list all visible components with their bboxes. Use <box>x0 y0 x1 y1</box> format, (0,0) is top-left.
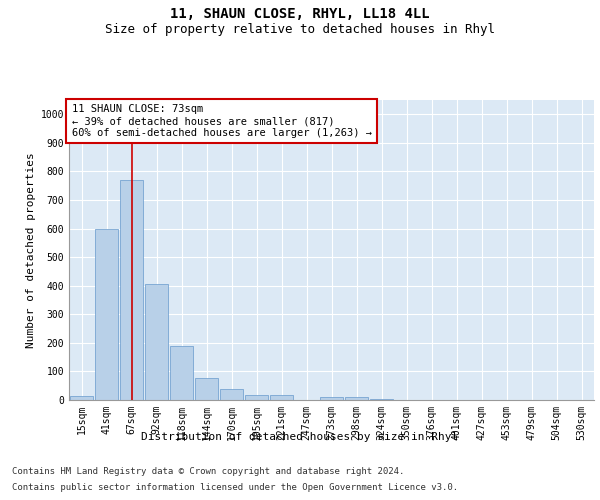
Bar <box>345 396 368 400</box>
Bar <box>170 346 193 400</box>
Text: 11, SHAUN CLOSE, RHYL, LL18 4LL: 11, SHAUN CLOSE, RHYL, LL18 4LL <box>170 8 430 22</box>
Text: Contains HM Land Registry data © Crown copyright and database right 2024.: Contains HM Land Registry data © Crown c… <box>12 468 404 476</box>
Text: Size of property relative to detached houses in Rhyl: Size of property relative to detached ho… <box>105 22 495 36</box>
Text: Contains public sector information licensed under the Open Government Licence v3: Contains public sector information licen… <box>12 482 458 492</box>
Bar <box>270 396 293 400</box>
Bar <box>120 180 143 400</box>
Bar <box>320 396 343 400</box>
Bar <box>145 284 168 400</box>
Bar <box>95 228 118 400</box>
Text: Distribution of detached houses by size in Rhyl: Distribution of detached houses by size … <box>142 432 458 442</box>
Text: 11 SHAUN CLOSE: 73sqm
← 39% of detached houses are smaller (817)
60% of semi-det: 11 SHAUN CLOSE: 73sqm ← 39% of detached … <box>71 104 371 138</box>
Bar <box>220 389 243 400</box>
Bar <box>370 398 393 400</box>
Bar <box>195 378 218 400</box>
Y-axis label: Number of detached properties: Number of detached properties <box>26 152 37 348</box>
Bar <box>70 396 93 400</box>
Bar <box>245 395 268 400</box>
